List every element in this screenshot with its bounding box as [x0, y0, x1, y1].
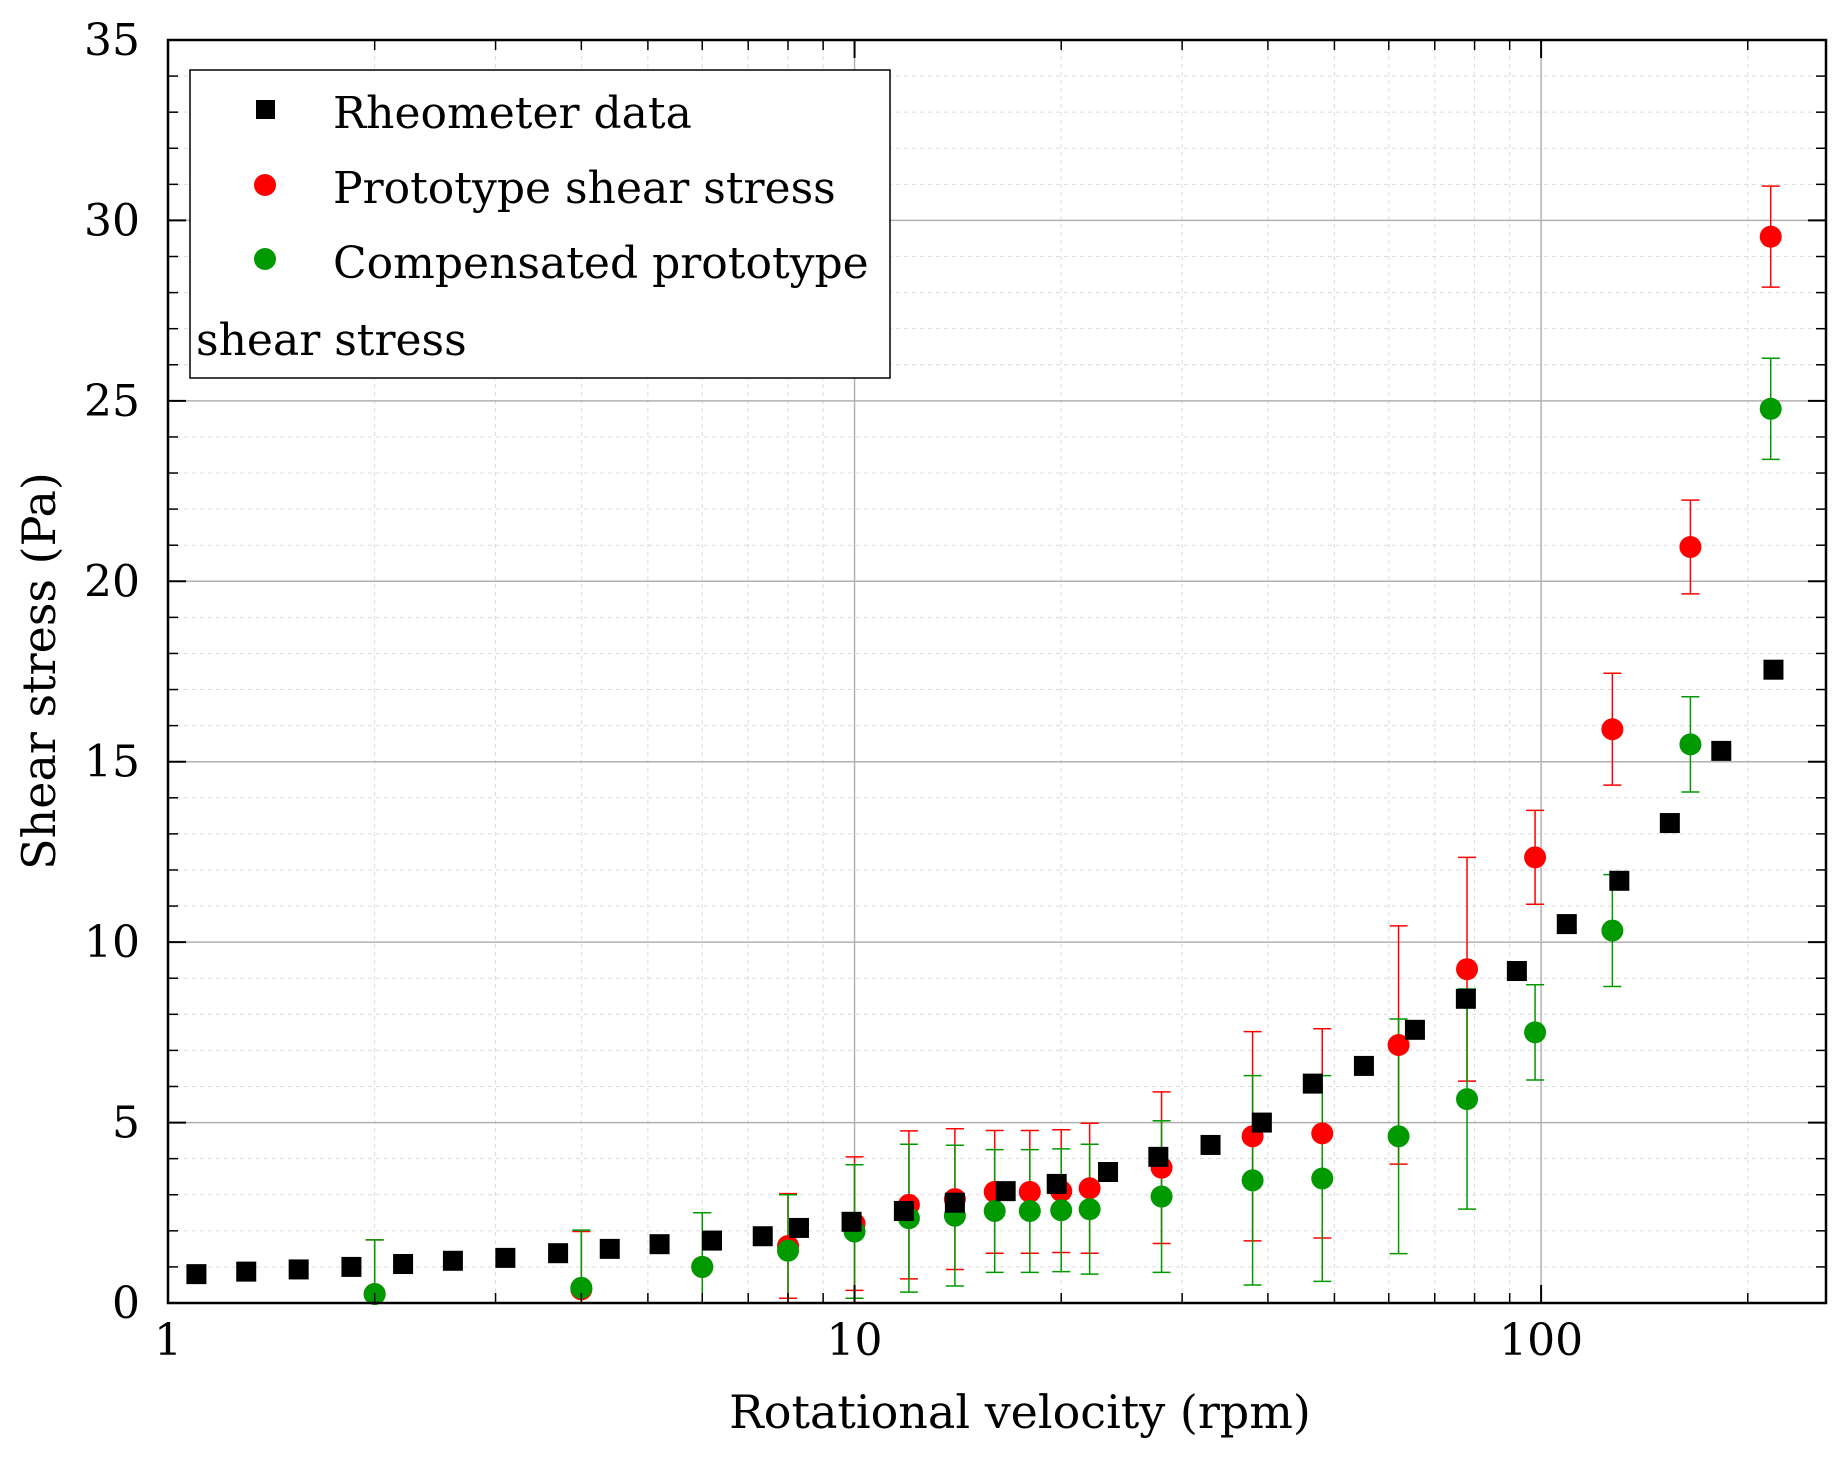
y-tick-label: 10 — [84, 917, 140, 968]
prototype-point — [1078, 1177, 1101, 1200]
compensated-point — [983, 1199, 1006, 1222]
legend-label-rheometer: Rheometer data — [333, 88, 692, 139]
prototype-point — [1018, 1180, 1041, 1203]
rheometer-point — [649, 1234, 670, 1255]
y-tick-label: 20 — [84, 556, 140, 607]
prototype-point — [1387, 1033, 1410, 1056]
rheometer-point — [788, 1217, 809, 1238]
prototype-point — [1524, 846, 1547, 869]
rheometer-point — [1251, 1112, 1272, 1133]
compensated-point — [1387, 1125, 1410, 1148]
legend-marker-compensated — [254, 248, 276, 270]
compensated-point — [1759, 397, 1782, 420]
compensated-point — [1524, 1021, 1547, 1044]
y-tick-label: 15 — [84, 737, 140, 788]
x-axis-title: Rotational velocity (rpm) — [729, 1385, 1311, 1439]
rheometer-point — [995, 1181, 1016, 1202]
compensated-point — [1050, 1199, 1073, 1222]
rheometer-point — [1098, 1162, 1119, 1183]
prototype-point — [1456, 958, 1479, 981]
rheometer-point — [1148, 1146, 1169, 1167]
rheometer-point — [341, 1256, 362, 1277]
rheometer-point — [893, 1200, 914, 1221]
rheometer-point — [1763, 659, 1784, 680]
x-tick-label: 10 — [827, 1315, 883, 1366]
rheometer-point — [1711, 740, 1732, 761]
prototype-point — [1679, 536, 1702, 559]
rheometer-point — [1556, 914, 1577, 935]
rheometer-point — [1659, 813, 1680, 834]
legend-box — [189, 69, 891, 379]
y-tick-label: 35 — [84, 15, 140, 66]
rheometer-point — [236, 1261, 257, 1282]
compensated-point — [1018, 1199, 1041, 1222]
legend-marker-prototype — [254, 174, 276, 196]
compensated-point — [1601, 919, 1624, 942]
compensated-point — [691, 1255, 714, 1278]
axis-ticks — [167, 39, 1826, 1304]
rheometer-point — [393, 1254, 414, 1275]
rheometer-point — [702, 1230, 723, 1251]
rheometer-point — [1609, 870, 1630, 891]
legend-label-prototype: Prototype shear stress — [333, 163, 836, 214]
compensated-point — [1150, 1185, 1173, 1208]
rheometer-point — [944, 1192, 965, 1213]
rheometer-point — [495, 1247, 516, 1268]
y-tick-label: 0 — [112, 1278, 140, 1329]
rheometer-point — [1353, 1055, 1374, 1076]
x-tick-label: 1 — [154, 1315, 182, 1366]
plot-area-frame — [166, 38, 1828, 1305]
rheometer-point — [1046, 1173, 1067, 1194]
rheometer-point — [1302, 1073, 1323, 1094]
series-layer — [186, 185, 1784, 1305]
tick-labels: 1 10 100 0 5 10 15 20 25 30 35 — [84, 15, 1583, 1366]
compensated-point — [1241, 1169, 1264, 1192]
rheometer-point — [599, 1238, 620, 1259]
compensated-point — [1679, 733, 1702, 756]
prototype-point — [1759, 225, 1782, 248]
compensated-point — [1311, 1167, 1334, 1190]
rheometer-point — [186, 1264, 207, 1285]
legend-label-compensated-continued: shear stress — [196, 315, 467, 366]
rheometer-point — [442, 1250, 463, 1271]
compensated-point — [570, 1276, 593, 1299]
y-tick-label: 25 — [84, 376, 140, 427]
y-tick-label: 5 — [112, 1098, 140, 1149]
legend: Rheometer data Prototype shear stress Co… — [189, 69, 891, 379]
prototype-point — [1601, 718, 1624, 741]
legend-marker-rheometer — [256, 100, 275, 119]
compensated-point — [1078, 1198, 1101, 1221]
rheometer-point — [1455, 988, 1476, 1009]
rheometer-point — [1200, 1134, 1221, 1155]
compensated-point — [1456, 1088, 1479, 1111]
y-axis-title: Shear stress (Pa) — [12, 472, 66, 870]
compensated-point — [777, 1239, 800, 1262]
legend-label-compensated: Compensated prototype — [333, 238, 869, 289]
rheometer-point — [841, 1211, 862, 1232]
rheometer-point — [1506, 961, 1527, 982]
y-tick-label: 30 — [84, 195, 140, 246]
rheometer-point — [752, 1226, 773, 1247]
rheometer-point — [1404, 1019, 1425, 1040]
prototype-point — [1311, 1122, 1334, 1145]
rheometer-point — [288, 1259, 309, 1280]
rheometer-point — [548, 1243, 569, 1264]
x-tick-label: 100 — [1499, 1315, 1583, 1366]
